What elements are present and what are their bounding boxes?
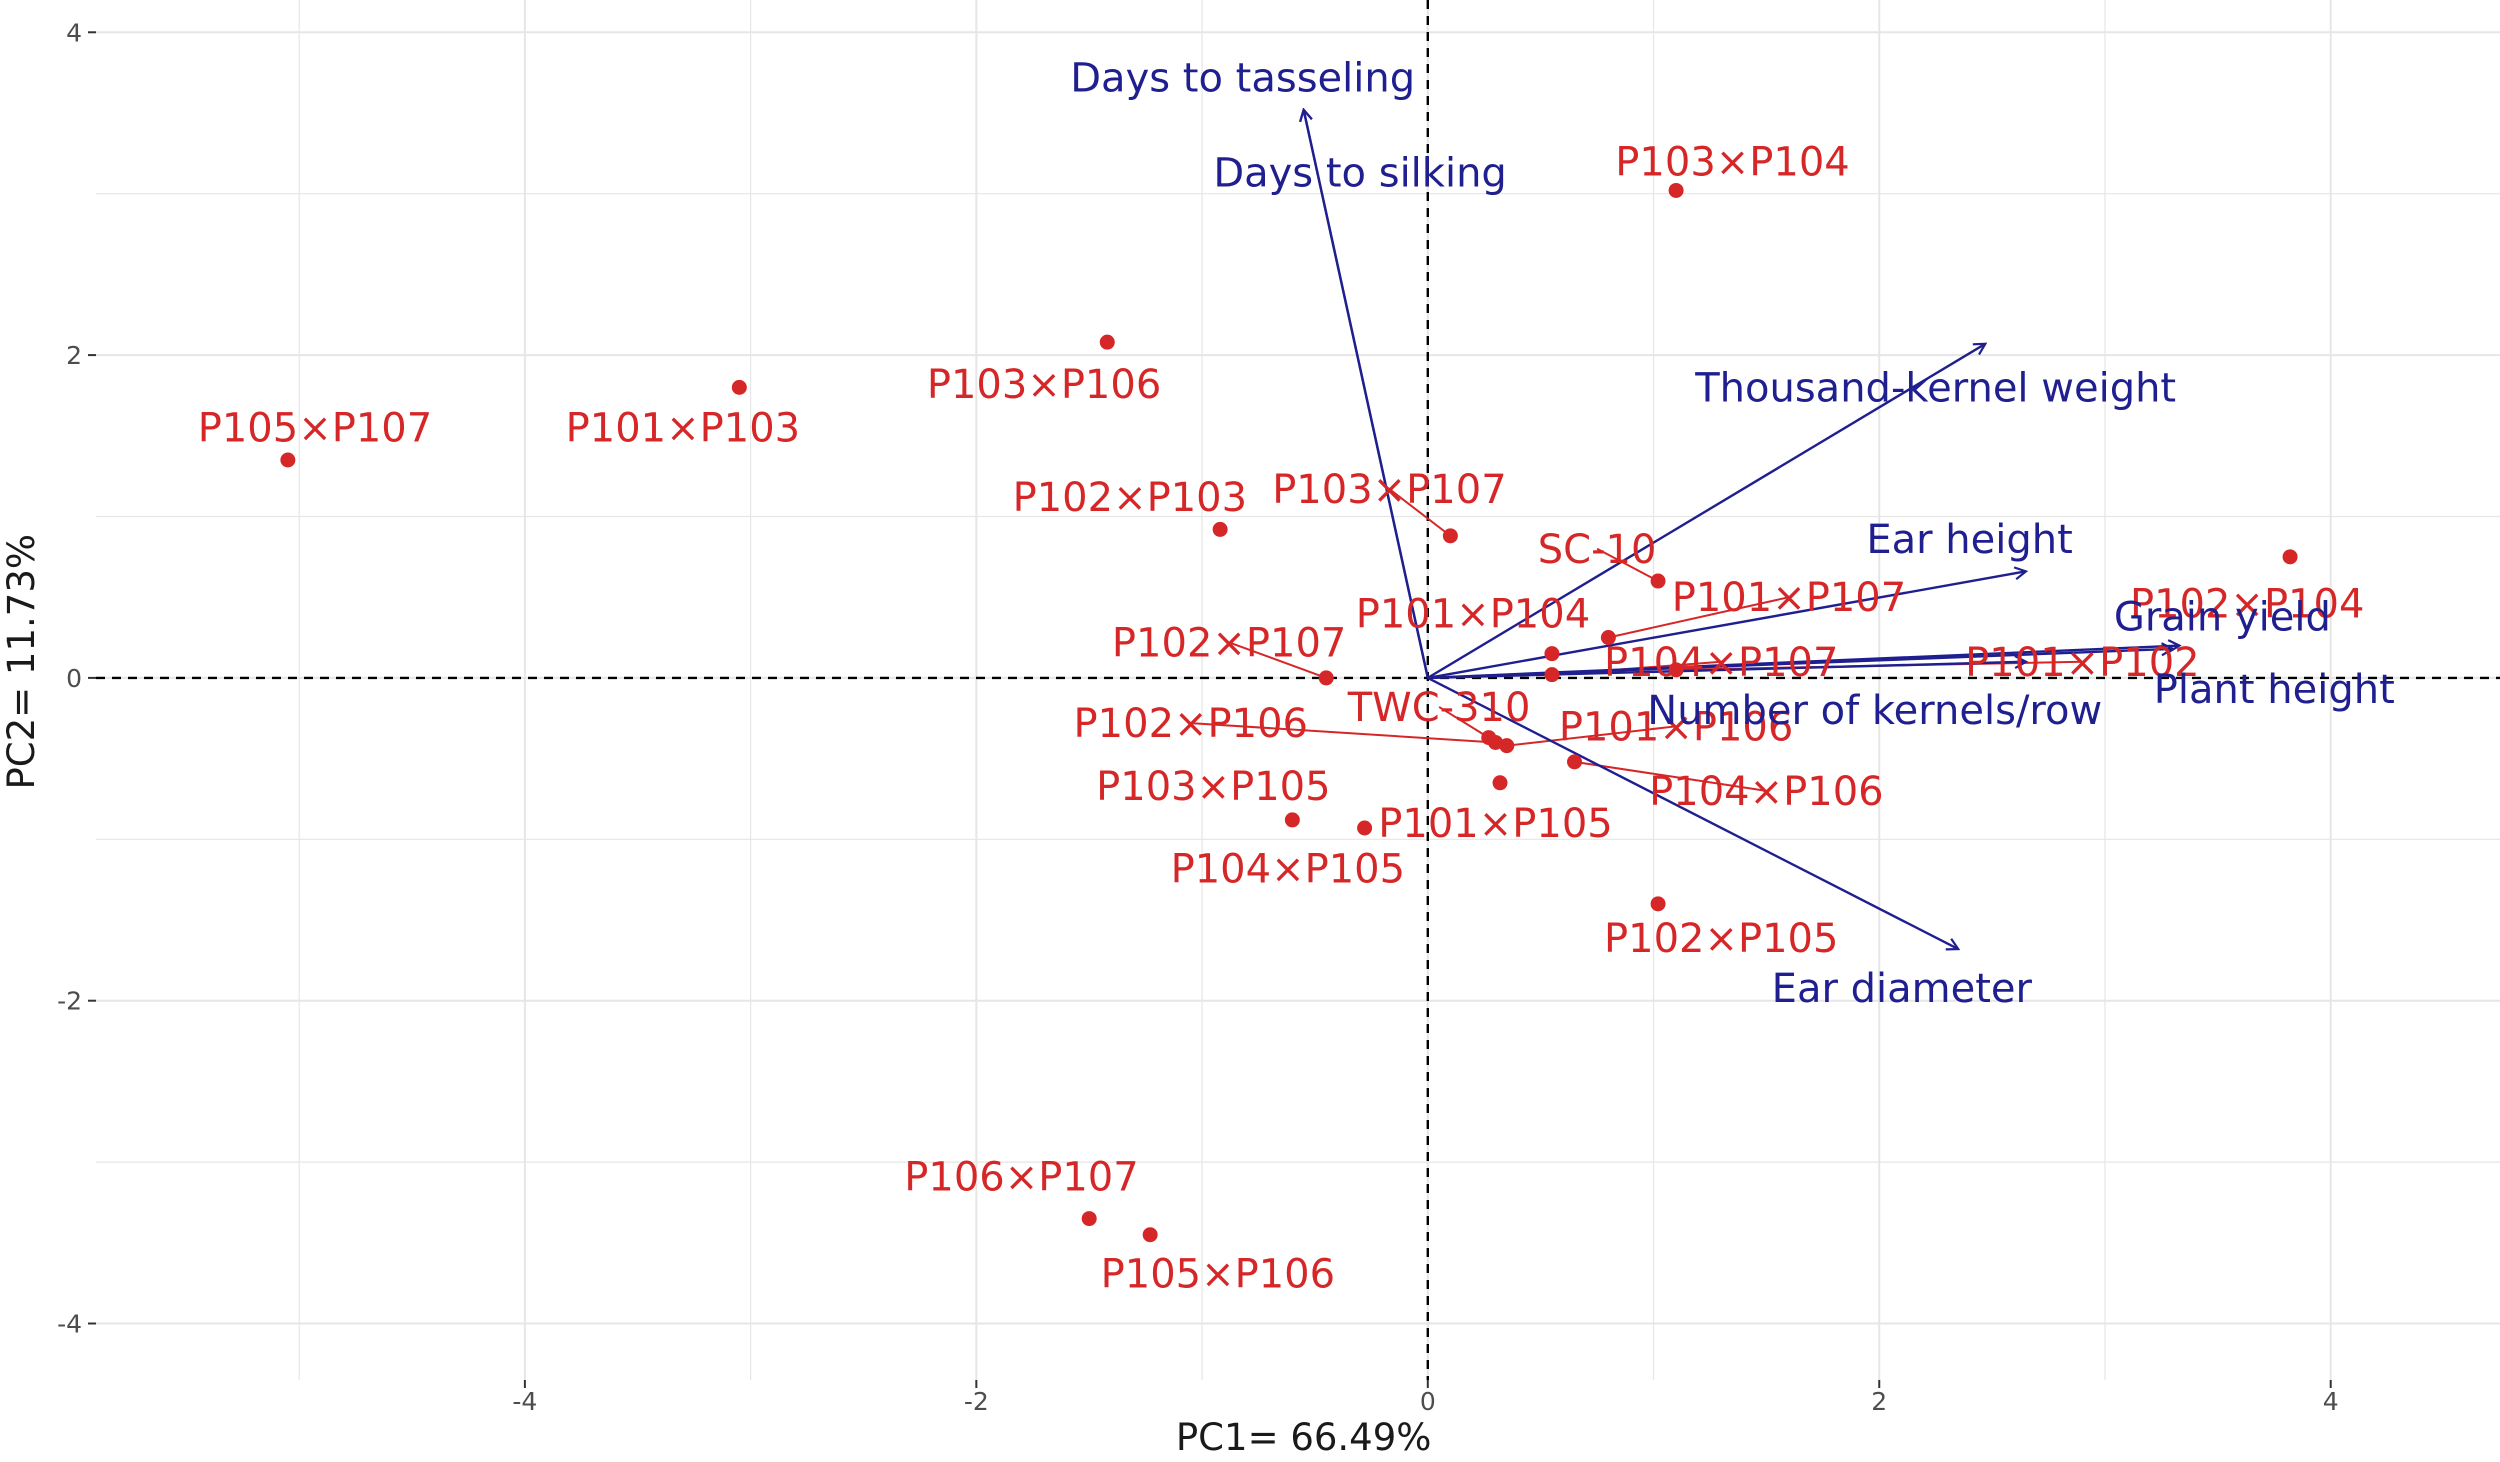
- genotype-label: P101×P103: [566, 406, 800, 452]
- genotype-point: [1357, 820, 1373, 836]
- loading-labels: Days to tasseling Days to silking Thousand…: [1070, 55, 2395, 1011]
- genotype-point: [1650, 573, 1666, 589]
- genotype-label: P101×P106: [1559, 704, 1793, 750]
- genotype-point: [1212, 521, 1228, 537]
- genotype-point: [1544, 667, 1560, 683]
- genotype-point: [1499, 738, 1515, 754]
- x-tick-label: -4: [512, 1387, 537, 1416]
- genotype-point: [1142, 1227, 1158, 1243]
- genotype-label: TWC-310: [1347, 685, 1531, 731]
- y-tick-label: -2: [57, 987, 82, 1016]
- loading-label: Plant height: [2154, 667, 2395, 713]
- x-tick-label: 2: [1871, 1387, 1887, 1416]
- loading-label: Thousand-kernel weight: [1694, 365, 2176, 411]
- genotype-label: P102×P104: [2130, 582, 2364, 628]
- loading-arrow: [1427, 344, 1986, 679]
- label-leader-line: [1506, 725, 1677, 747]
- genotype-label: P103×P106: [927, 362, 1161, 408]
- loading-label: Days to tasseling: [1070, 55, 1415, 101]
- genotype-label: SC-10: [1538, 527, 1657, 573]
- y-tick-label: 4: [66, 18, 82, 47]
- genotype-point: [1081, 1211, 1097, 1227]
- label-leader-line: [1190, 722, 1496, 744]
- y-tick-label: 0: [66, 664, 82, 693]
- genotype-point: [1567, 754, 1583, 770]
- loading-arrow: [1427, 676, 1958, 949]
- genotype-label: P103×P104: [1615, 139, 1849, 185]
- loading-label: Days to silking: [1213, 151, 1507, 197]
- label-leader-line: [1608, 596, 1790, 639]
- loading-label: Ear height: [1866, 517, 2072, 563]
- genotype-points: [280, 182, 2298, 1243]
- genotype-label: P103×P105: [1096, 764, 1330, 810]
- loading-label: Ear diameter: [1772, 966, 2033, 1012]
- axis-ticks: -4 -2 0 2 4 -4 -2 0 2 4: [57, 18, 2339, 1416]
- x-tick-label: 4: [2323, 1387, 2339, 1416]
- label-leader-line: [1228, 641, 1327, 679]
- y-axis-title: PC2= 11.73%: [0, 534, 43, 790]
- genotype-label: P101×P104: [1356, 591, 1590, 637]
- label-leader-line: [1388, 488, 1451, 537]
- genotype-label: P105×P106: [1101, 1251, 1335, 1297]
- genotype-point: [1442, 528, 1458, 544]
- genotype-label: P102×P107: [1112, 620, 1346, 666]
- genotype-label: P102×P105: [1604, 916, 1838, 962]
- x-tick-label: 0: [1420, 1387, 1436, 1416]
- loading-arrow: [1427, 571, 2026, 680]
- genotype-point: [280, 452, 296, 468]
- loading-arrow: [1427, 662, 2026, 680]
- loading-arrow: [1304, 110, 1429, 679]
- x-tick-label: -2: [964, 1387, 989, 1416]
- genotype-label: P104×P106: [1649, 769, 1883, 815]
- genotype-label: P105×P107: [198, 406, 432, 452]
- label-leader-line: [1438, 706, 1490, 739]
- grid: [96, 0, 2500, 1380]
- genotype-labels: P105×P107 P101×P103 P103×P106 P102×P103 P103…: [198, 139, 2365, 1297]
- genotype-label: P102×P106: [1074, 701, 1308, 747]
- genotype-label: P101×P105: [1378, 801, 1612, 847]
- reference-lines: [96, 0, 2500, 1380]
- genotype-point: [2282, 549, 2298, 565]
- loading-label: Grain yield: [2114, 595, 2331, 641]
- loading-label: Number of kernels/row: [1647, 688, 2102, 734]
- y-tick-label: -4: [57, 1310, 82, 1339]
- genotype-point: [1099, 334, 1115, 350]
- loading-arrows: [1304, 110, 2180, 949]
- genotype-point: [1668, 662, 1684, 678]
- genotype-label: P103×P107: [1272, 467, 1506, 513]
- genotype-point: [1318, 670, 1334, 686]
- genotype-label: P101×P102: [1965, 640, 2199, 686]
- x-axis-title: PC1= 66.49%: [1176, 1416, 1432, 1459]
- genotype-point: [1492, 775, 1508, 791]
- genotype-point: [1544, 646, 1560, 662]
- genotype-point: [1668, 182, 1684, 198]
- genotype-label: P102×P103: [1013, 475, 1247, 521]
- genotype-label: P104×P107: [1604, 640, 1838, 686]
- genotype-point: [1650, 896, 1666, 912]
- genotype-label: P101×P107: [1672, 575, 1906, 621]
- genotype-label: P104×P105: [1171, 846, 1405, 892]
- label-leader-line: [1596, 547, 1659, 582]
- y-tick-label: 2: [66, 341, 82, 370]
- genotype-label: P106×P107: [904, 1155, 1138, 1201]
- genotype-point: [1284, 812, 1300, 828]
- label-leader-line: [1574, 760, 1767, 792]
- genotype-point: [1488, 734, 1504, 750]
- genotype-point: [731, 379, 747, 395]
- genotype-point: [1600, 630, 1616, 646]
